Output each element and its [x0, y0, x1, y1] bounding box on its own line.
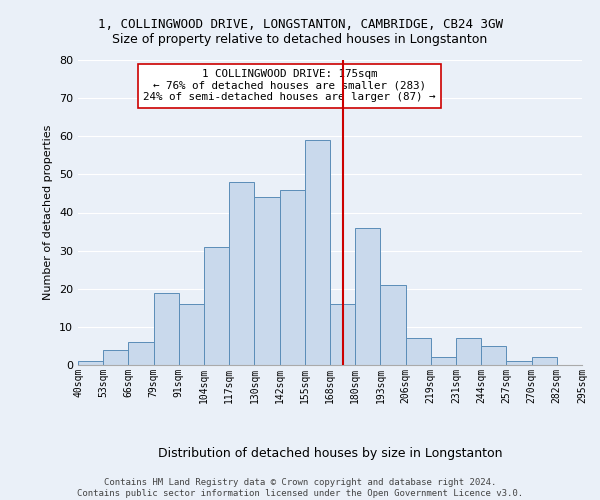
Bar	[456, 338, 481, 365]
Bar	[431, 358, 456, 365]
Bar	[128, 342, 154, 365]
Bar	[254, 197, 280, 365]
Bar	[204, 247, 229, 365]
Bar	[406, 338, 431, 365]
Text: 1 COLLINGWOOD DRIVE: 175sqm
← 76% of detached houses are smaller (283)
24% of se: 1 COLLINGWOOD DRIVE: 175sqm ← 76% of det…	[143, 69, 436, 102]
Bar	[179, 304, 204, 365]
Bar	[103, 350, 128, 365]
Bar	[532, 358, 557, 365]
Bar	[380, 285, 406, 365]
Text: 1, COLLINGWOOD DRIVE, LONGSTANTON, CAMBRIDGE, CB24 3GW: 1, COLLINGWOOD DRIVE, LONGSTANTON, CAMBR…	[97, 18, 503, 30]
Bar	[355, 228, 380, 365]
Text: Contains HM Land Registry data © Crown copyright and database right 2024.
Contai: Contains HM Land Registry data © Crown c…	[77, 478, 523, 498]
Bar	[506, 361, 532, 365]
Bar	[280, 190, 305, 365]
X-axis label: Distribution of detached houses by size in Longstanton: Distribution of detached houses by size …	[158, 448, 502, 460]
Bar	[305, 140, 330, 365]
Bar	[229, 182, 254, 365]
Bar	[481, 346, 506, 365]
Bar	[154, 292, 179, 365]
Y-axis label: Number of detached properties: Number of detached properties	[43, 125, 53, 300]
Bar	[330, 304, 355, 365]
Bar	[78, 361, 103, 365]
Text: Size of property relative to detached houses in Longstanton: Size of property relative to detached ho…	[112, 32, 488, 46]
